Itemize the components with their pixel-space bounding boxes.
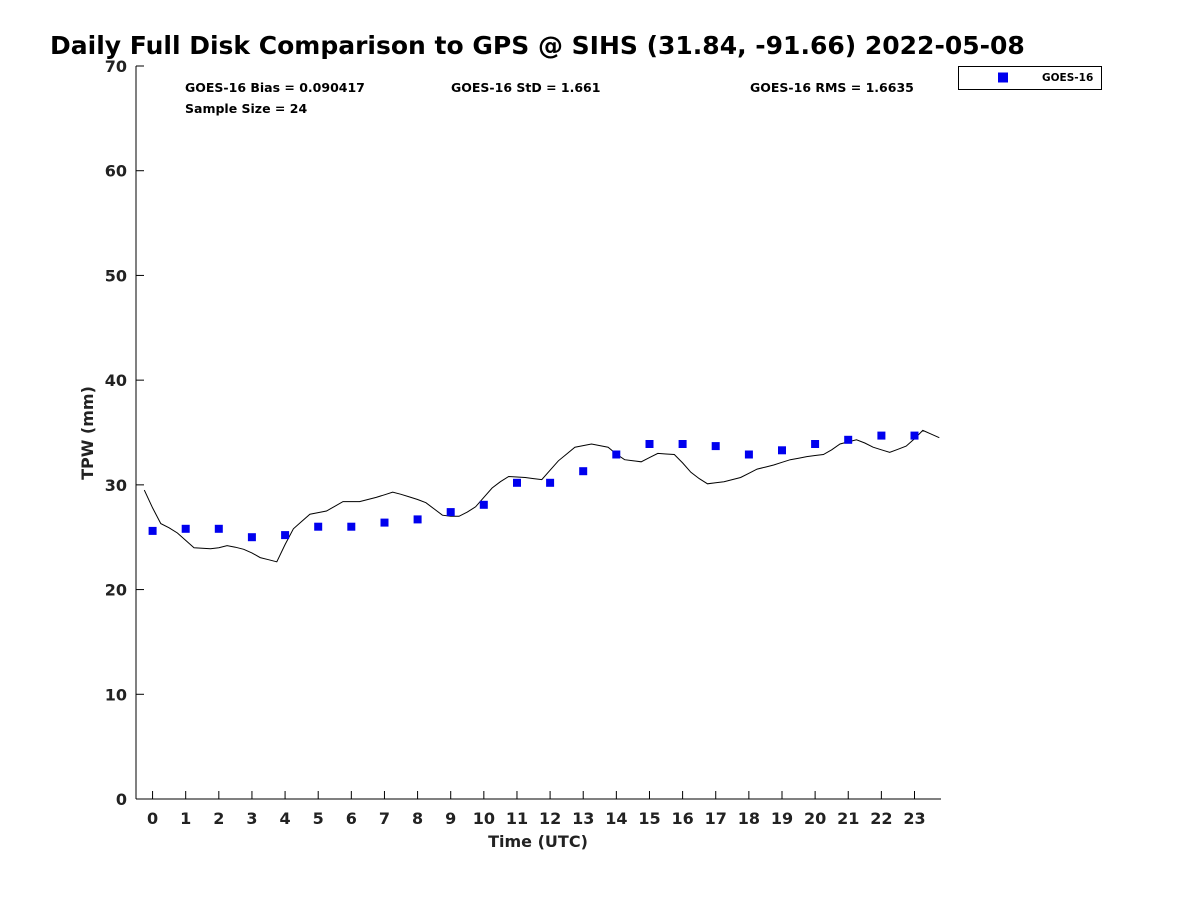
goes16-point xyxy=(579,467,588,476)
x-tick-label: 14 xyxy=(605,809,627,828)
goes16-point xyxy=(214,524,223,533)
goes16-point xyxy=(811,440,820,448)
x-tick-label: 4 xyxy=(280,809,291,828)
x-axis-ticks: 0 1 2 3 4 5 6 7 8 9 10 11 12 13 14 15 16 17 18 19 20 21 22 23 xyxy=(147,791,926,828)
goes16-point xyxy=(877,431,886,440)
x-tick-label: 19 xyxy=(771,809,793,828)
goes16-point xyxy=(678,440,687,448)
x-tick-label: 10 xyxy=(473,809,495,828)
goes16-point xyxy=(148,526,157,535)
y-axis-label: TPW (mm) xyxy=(78,386,97,480)
y-tick-label: 30 xyxy=(105,476,127,495)
plot-area xyxy=(143,429,940,563)
goes16-point xyxy=(711,442,720,451)
legend-marker-goes16 xyxy=(998,72,1008,83)
goes16-point xyxy=(612,450,621,459)
x-tick-label: 17 xyxy=(705,809,727,828)
bias-annotation: GOES-16 Bias = 0.090417 xyxy=(185,80,365,95)
axes xyxy=(135,66,941,800)
goes16-series-markers xyxy=(148,431,919,542)
x-tick-label: 9 xyxy=(445,809,456,828)
x-tick-label: 6 xyxy=(346,809,357,828)
goes16-point xyxy=(413,515,422,524)
x-tick-label: 8 xyxy=(412,809,423,828)
goes16-point xyxy=(844,435,853,444)
goes16-point xyxy=(513,478,521,487)
goes16-point xyxy=(744,450,753,459)
goes16-point xyxy=(910,431,919,440)
goes16-point xyxy=(446,508,455,517)
std-annotation: GOES-16 StD = 1.661 xyxy=(451,80,600,95)
y-tick-label: 70 xyxy=(105,57,127,76)
x-tick-label: 11 xyxy=(506,809,528,828)
goes16-point xyxy=(546,478,555,487)
y-tick-label: 0 xyxy=(116,790,127,809)
x-tick-label: 1 xyxy=(180,809,191,828)
y-tick-label: 50 xyxy=(105,266,127,285)
x-tick-label: 0 xyxy=(147,809,158,828)
x-tick-label: 5 xyxy=(313,809,324,828)
goes16-point xyxy=(380,518,389,527)
legend: GOES-16 xyxy=(958,66,1102,90)
goes16-point xyxy=(645,440,654,448)
chart-title: Daily Full Disk Comparison to GPS @ SIHS… xyxy=(50,31,1025,60)
x-axis-label: Time (UTC) xyxy=(488,832,588,851)
x-tick-label: 12 xyxy=(539,809,561,828)
x-tick-label: 22 xyxy=(870,809,892,828)
x-tick-label: 7 xyxy=(379,809,390,828)
goes16-point xyxy=(314,522,323,531)
goes16-point xyxy=(778,446,786,455)
sample-size-annotation: Sample Size = 24 xyxy=(185,101,307,116)
y-axis-ticks: 0 10 20 30 40 50 60 70 xyxy=(105,57,144,809)
legend-box xyxy=(958,66,1102,90)
legend-label-goes16: GOES-16 xyxy=(1042,72,1093,84)
x-tick-label: 21 xyxy=(837,809,859,828)
x-tick-label: 16 xyxy=(671,809,693,828)
y-tick-label: 10 xyxy=(105,685,127,704)
x-tick-label: 2 xyxy=(213,809,224,828)
goes16-point xyxy=(281,531,290,540)
x-tick-label: 18 xyxy=(738,809,760,828)
goes16-point xyxy=(247,533,256,542)
x-tick-label: 20 xyxy=(804,809,826,828)
goes16-point xyxy=(479,500,488,509)
stats-annotations: GOES-16 Bias = 0.090417 GOES-16 StD = 1.… xyxy=(185,80,914,116)
goes16-point xyxy=(181,524,190,533)
gps-series-line xyxy=(143,429,940,563)
y-tick-label: 40 xyxy=(105,371,127,390)
x-tick-label: 23 xyxy=(903,809,925,828)
y-tick-label: 20 xyxy=(105,581,127,600)
goes16-point xyxy=(347,522,356,531)
rms-annotation: GOES-16 RMS = 1.6635 xyxy=(750,80,914,95)
y-tick-label: 60 xyxy=(105,162,127,181)
x-tick-label: 13 xyxy=(572,809,594,828)
x-tick-label: 3 xyxy=(246,809,257,828)
x-tick-label: 15 xyxy=(638,809,660,828)
